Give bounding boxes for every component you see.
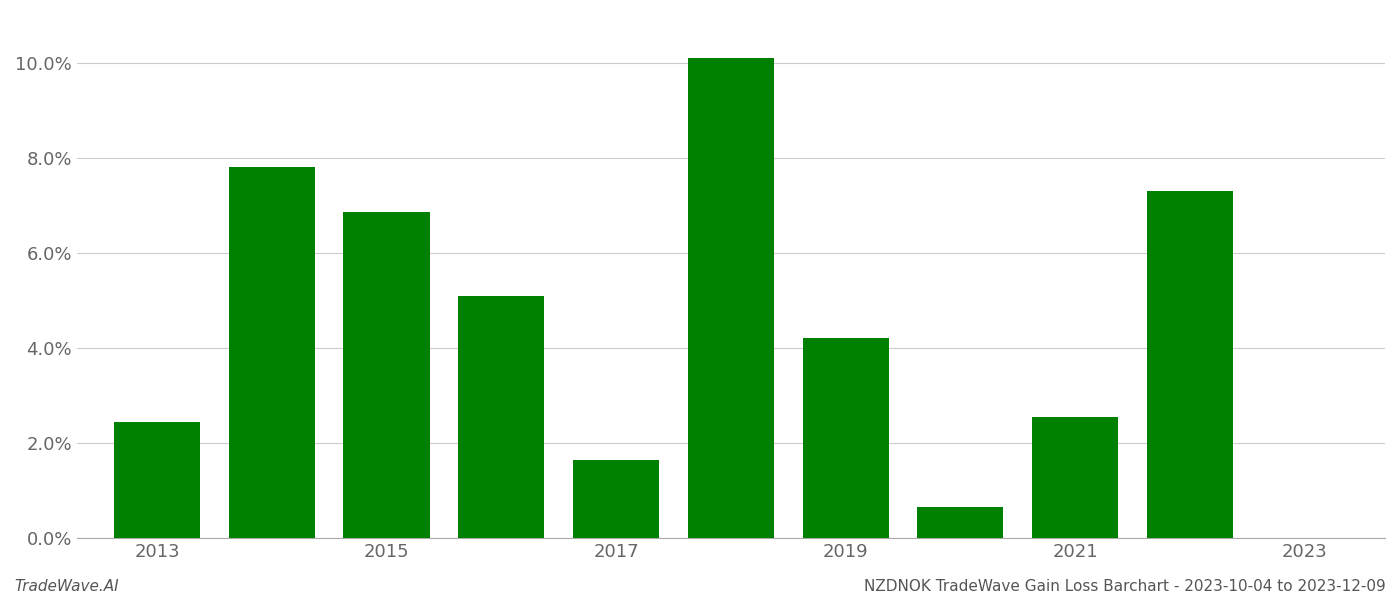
Text: NZDNOK TradeWave Gain Loss Barchart - 2023-10-04 to 2023-12-09: NZDNOK TradeWave Gain Loss Barchart - 20… [864,579,1386,594]
Bar [228,167,315,538]
Bar [802,338,889,538]
Bar [917,507,1004,538]
Bar [458,296,545,538]
Bar [1032,417,1119,538]
Bar [343,212,430,538]
Bar [687,58,774,538]
Bar [1147,191,1233,538]
Bar [113,422,200,538]
Bar [573,460,659,538]
Text: TradeWave.AI: TradeWave.AI [14,579,119,594]
